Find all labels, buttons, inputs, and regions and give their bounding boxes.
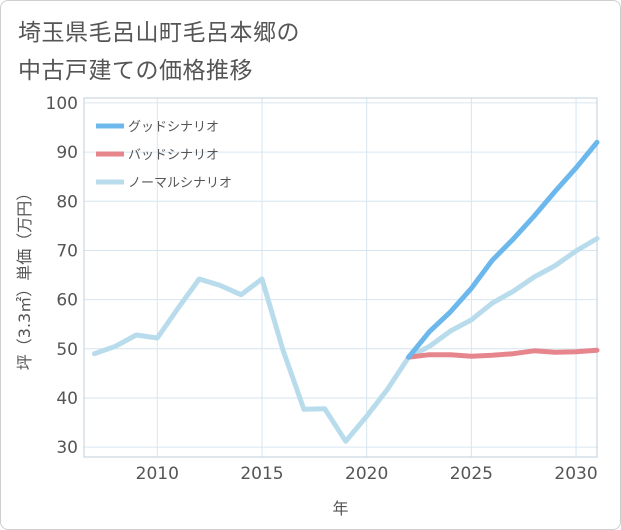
y-axis-title: 坪（3.3㎡）単価（万円）: [15, 185, 34, 370]
x-axis-title: 年: [332, 499, 348, 518]
x-tick-label-2020: 2020: [345, 464, 388, 484]
y-tick-label-80: 80: [56, 192, 78, 212]
y-tick-label-30: 30: [56, 438, 78, 458]
x-tick-label-2025: 2025: [450, 464, 493, 484]
chart-title-line-2: 中古戸建ての価格推移: [18, 58, 253, 84]
legend-label-1: バッドシナリオ: [128, 148, 219, 163]
y-tick-label-70: 70: [56, 241, 78, 261]
y-tick-label-40: 40: [56, 389, 78, 409]
axes: 30 40 50 60 70 80 90 100 2010 2015 2020 2025 2030: [46, 94, 598, 484]
series-layer: [92, 139, 600, 444]
plot-area: [84, 98, 597, 457]
y-tick-label-90: 90: [56, 143, 78, 163]
x-tick-label-2010: 2010: [136, 464, 179, 484]
chart-title: 埼玉県毛呂山町毛呂本郷の 中古戸建ての価格推移: [18, 14, 300, 90]
y-tick-label-100: 100: [46, 94, 78, 114]
y-tick-label-50: 50: [56, 340, 78, 360]
series-line-2: [92, 236, 600, 444]
series-line-1: [406, 347, 600, 360]
series-line-0: [406, 139, 600, 360]
x-tick-label-2015: 2015: [240, 464, 283, 484]
y-tick-label-60: 60: [56, 291, 78, 311]
legend-label-0: グッドシナリオ: [128, 120, 219, 135]
x-tick-label-2030: 2030: [554, 464, 597, 484]
plot-border: [83, 97, 598, 458]
legend-label-2: ノーマルシナリオ: [128, 176, 232, 191]
chart-title-line-1: 埼玉県毛呂山町毛呂本郷の: [18, 20, 300, 46]
